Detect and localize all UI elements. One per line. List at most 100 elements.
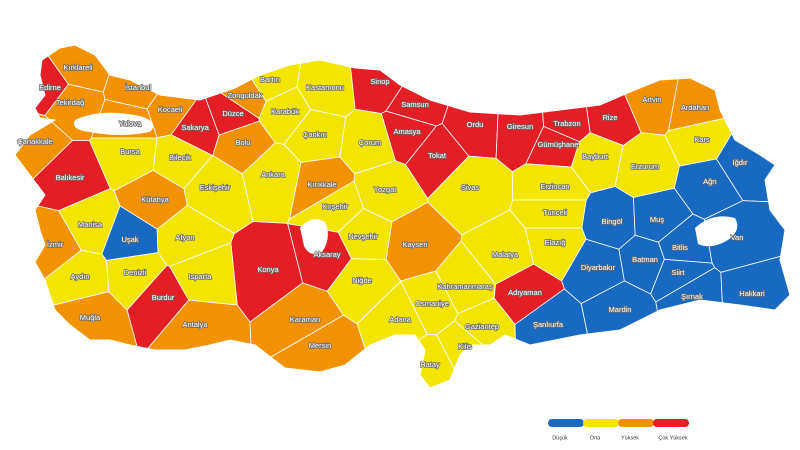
province-label: Yozgat: [374, 185, 398, 194]
province-label: Bayburt: [582, 152, 609, 161]
legend-label: Çok Yüksek: [658, 435, 687, 441]
province-region: [358, 333, 497, 388]
province-label: Hatay: [420, 360, 440, 369]
legend-swatch: [653, 419, 689, 427]
province-label: Sivas: [461, 183, 480, 192]
province-label: Iğdır: [732, 158, 748, 167]
province-labels: Edirne Kırklareli İstanbul Tekirdağ Yalova Ko…: [16, 62, 765, 370]
province-label: Yalova: [119, 119, 142, 128]
province-label: Şanlıurfa: [533, 320, 564, 329]
province-label: Ordu: [467, 120, 484, 129]
province-label: Sinop: [370, 77, 389, 86]
province-label: Tekirdağ: [56, 98, 84, 107]
province-label: Tokat: [428, 151, 447, 160]
province-label: Giresun: [507, 122, 533, 131]
province-label: Isparta: [189, 272, 213, 281]
province-label: İstanbul: [125, 83, 152, 92]
province-label: Düzce: [222, 109, 243, 118]
province-label: Çanakkale: [17, 137, 52, 146]
province-label: Kocaeli: [158, 105, 183, 114]
province-label: Tunceli: [543, 208, 567, 217]
province-label: Gümüşhane: [538, 140, 579, 149]
province-label: Aksaray: [313, 250, 340, 259]
province-label: Balıkesir: [56, 173, 85, 182]
province-label: Kastamonu: [306, 83, 344, 92]
province-label: Edirne: [39, 83, 61, 92]
province-label: Karaman: [290, 315, 320, 324]
province-label: Adıyaman: [508, 288, 542, 297]
province-label: Osmaniye: [415, 299, 449, 308]
province-label: Sakarya: [181, 123, 209, 132]
province-label: Van: [731, 233, 744, 242]
province-label: Kırıkkale: [307, 180, 336, 189]
province-label: Rize: [602, 113, 617, 122]
province-label: Aydın: [70, 272, 89, 281]
province-label: Diyarbakır: [581, 263, 616, 272]
province-label: Malatya: [492, 250, 519, 259]
province-label: Ağrı: [703, 177, 717, 186]
province-label: Hakkari: [739, 289, 765, 298]
province-label: Bursa: [120, 147, 140, 156]
province-label: Adana: [389, 315, 412, 324]
province-label: Konya: [257, 265, 279, 274]
province-label: Kilis: [458, 342, 472, 351]
province-label: Muş: [650, 215, 664, 224]
province-label: Erzurum: [631, 162, 659, 171]
province-label: Bitlis: [672, 243, 688, 252]
province-label: Niğde: [352, 276, 372, 285]
province-label: Şırnak: [681, 292, 703, 301]
province-label: Nevşehir: [348, 232, 378, 241]
province-label: Bingöl: [602, 217, 623, 226]
legend-label: Düşük: [552, 435, 568, 441]
province-label: Burdur: [152, 293, 175, 302]
province-label: Batman: [632, 255, 658, 264]
province-label: Uşak: [121, 235, 138, 244]
province-region: [102, 45, 199, 110]
legend-swatch: [548, 419, 584, 427]
province-label: Erzincan: [540, 182, 569, 191]
legend-label: Orta: [590, 435, 602, 441]
province-label: Muğla: [80, 313, 101, 322]
province-label: Çankırı: [303, 130, 327, 139]
province-label: Kars: [694, 135, 710, 144]
legend: Düşük Orta Yüksek Çok Yüksek: [548, 419, 689, 441]
province-label: Gaziantep: [465, 322, 499, 331]
legend-label: Yüksek: [621, 435, 639, 441]
province-label: Afyon: [175, 233, 194, 242]
province-label: Mersin: [309, 341, 332, 350]
province-label: Elazığ: [545, 238, 566, 247]
province-label: Kayseri: [402, 240, 427, 249]
province-label: Ardahan: [681, 103, 709, 112]
province-label: Ankara: [261, 170, 286, 179]
province-label: Bilecik: [169, 153, 191, 162]
province-region: [720, 250, 790, 388]
province-label: Denizli: [124, 268, 147, 277]
province-label: Bartın: [260, 75, 280, 84]
province-label: Artvin: [642, 95, 661, 104]
province-label: Samsun: [401, 100, 429, 109]
province-label: Kahramanmaraş: [437, 282, 493, 291]
province-region: [296, 45, 356, 118]
province-label: Çorum: [359, 138, 382, 147]
legend-swatch: [618, 419, 654, 427]
province-label: Amasya: [393, 127, 421, 136]
province-label: Kütahya: [141, 195, 169, 204]
province-label: Bolu: [235, 138, 250, 147]
legend-swatch: [583, 419, 619, 427]
province-label: Karabük: [271, 107, 299, 116]
province-label: Eskişehir: [200, 183, 231, 192]
province-label: Antalya: [182, 320, 208, 329]
province-label: Manisa: [78, 220, 103, 229]
country-outline: [14, 44, 791, 389]
province-label: İzmir: [47, 240, 64, 249]
province-label: Mardin: [609, 305, 632, 314]
province-label: Siirt: [672, 268, 686, 277]
lake-van: [695, 216, 738, 247]
province-label: Kırşehir: [322, 202, 348, 211]
sea-of-marmara: [74, 112, 154, 135]
province-label: Trabzon: [553, 119, 580, 128]
lake-tuz: [300, 219, 328, 254]
